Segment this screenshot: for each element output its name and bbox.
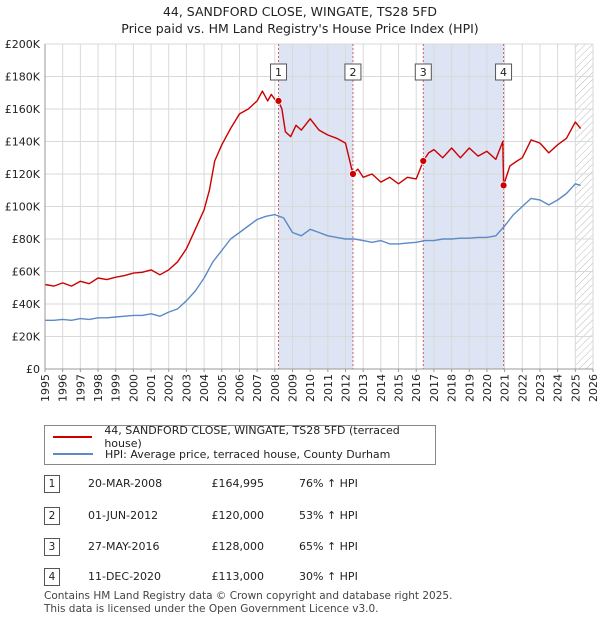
sale-hpi-change: 53% ↑ HPI [299,509,358,522]
x-tick-label: 2013 [357,374,370,402]
x-tick-label: 2024 [552,374,565,402]
x-tick-label: 2012 [340,374,353,402]
sale-point [419,157,428,165]
x-tick-label: 1999 [110,374,123,402]
legend-item-hpi: HPI: Average price, terraced house, Coun… [53,446,390,462]
x-tick-label: 2002 [163,374,176,402]
x-tick-label: 2017 [428,374,441,402]
sale-marker-label: 4 [500,66,507,79]
x-tick-label: 2001 [145,374,158,402]
property-price-line [44,90,582,287]
x-tick-label: 2007 [251,374,264,402]
sale-date: 20-MAR-2008 [88,477,163,490]
x-tick-label: 2014 [375,374,388,402]
x-tick-label: 2026 [587,374,600,402]
sale-hpi-change: 76% ↑ HPI [299,477,358,490]
y-tick-label: £60K [12,266,41,279]
x-tick-label: 2003 [180,374,193,402]
sale-date: 01-JUN-2012 [88,509,159,522]
x-tick-label: 2005 [216,374,229,402]
x-tick-label: 2018 [446,374,459,402]
sale-marker-box [495,63,513,81]
sale-hpi-change: 65% ↑ HPI [299,540,358,553]
sale-point [274,96,283,105]
sale-date: 11-DEC-2020 [88,570,162,583]
y-tick-label: £180K [5,71,41,84]
sale-number-badge: 3 [44,538,60,556]
sale-marker-label: 3 [420,66,427,79]
x-tick-label: 2025 [569,374,582,402]
x-tick-label: 2020 [481,374,494,402]
x-tick-label: 1998 [92,374,105,402]
x-tick-label: 2004 [198,374,211,402]
x-tick-label: 2015 [393,374,406,402]
x-tick-label: 2016 [410,374,423,402]
chart-legend: 44, SANDFORD CLOSE, WINGATE, TS28 5FD (t… [44,424,436,465]
sale-price: £113,000 [211,570,265,583]
legend-swatch-hpi [53,453,93,455]
sale-marker-box [270,63,288,81]
hpi-line [45,183,581,321]
sale-marker-box [344,63,362,81]
y-tick-label: £120K [5,168,41,181]
sale-point [349,170,357,178]
legend-swatch-property [53,436,93,438]
x-tick-label: 2006 [233,374,246,402]
y-tick-label: £40K [12,298,41,311]
sale-number-badge: 1 [44,475,60,493]
sale-marker-label: 1 [275,66,282,79]
chart-subtitle: Price paid vs. HM Land Registry's House … [121,21,479,36]
x-tick-label: 2021 [499,374,512,402]
y-tick-label: £200K [5,38,41,51]
sale-row: 1 20-MAR-2008 £164,995 76% ↑ HPI [44,475,464,493]
x-tick-label: 2000 [127,374,140,402]
x-tick-label: 2023 [534,374,547,402]
x-tick-label: 2022 [516,374,529,402]
x-tick-label: 2009 [286,374,299,402]
legend-item-property: 44, SANDFORD CLOSE, WINGATE, TS28 5FD (t… [53,424,435,450]
x-tick-label: 2010 [304,374,317,402]
sale-row: 2 01-JUN-2012 £120,000 53% ↑ HPI [44,507,464,525]
x-tick-label: 2011 [322,374,335,402]
y-tick-label: £100K [5,201,41,214]
x-tick-label: 2019 [463,374,476,402]
chart-title-address: 44, SANDFORD CLOSE, WINGATE, TS28 5FD [162,4,438,19]
sale-price: £128,000 [211,540,265,553]
legend-label-property: 44, SANDFORD CLOSE, WINGATE, TS28 5FD (t… [104,424,400,450]
x-tick-label: 2008 [269,374,282,402]
sale-marker-label: 2 [349,66,356,79]
x-tick-label: 1997 [74,374,87,402]
price-chart: 1 2 3 4 £0 £20K £40K £60K £80K £100K £120K £140K £1… [5,38,600,402]
sale-marker-box [414,63,432,81]
sale-row: 4 11-DEC-2020 £113,000 30% ↑ HPI [44,568,464,586]
y-tick-label: £80K [12,233,41,246]
sale-date: 27-MAY-2016 [88,540,160,553]
y-tick-label: £140K [5,136,41,149]
y-tick-label: £0 [26,363,40,376]
y-tick-label: £160K [5,103,41,116]
x-tick-label: 1996 [57,374,70,402]
footer-copyright: Contains HM Land Registry data © Crown c… [44,590,453,602]
sale-number-badge: 4 [44,568,60,586]
footer-licence: This data is licensed under the Open Gov… [44,603,379,615]
sale-point [499,181,508,190]
x-tick-label: 1995 [39,374,52,402]
legend-label-hpi: HPI: Average price, terraced house, Coun… [105,447,391,461]
sale-price: £120,000 [211,509,265,522]
sale-hpi-change: 30% ↑ HPI [299,570,358,583]
sale-price: £164,995 [211,477,265,490]
sale-number-badge: 2 [44,507,60,525]
sale-row: 3 27-MAY-2016 £128,000 65% ↑ HPI [44,538,464,556]
y-tick-label: £20K [12,331,41,344]
